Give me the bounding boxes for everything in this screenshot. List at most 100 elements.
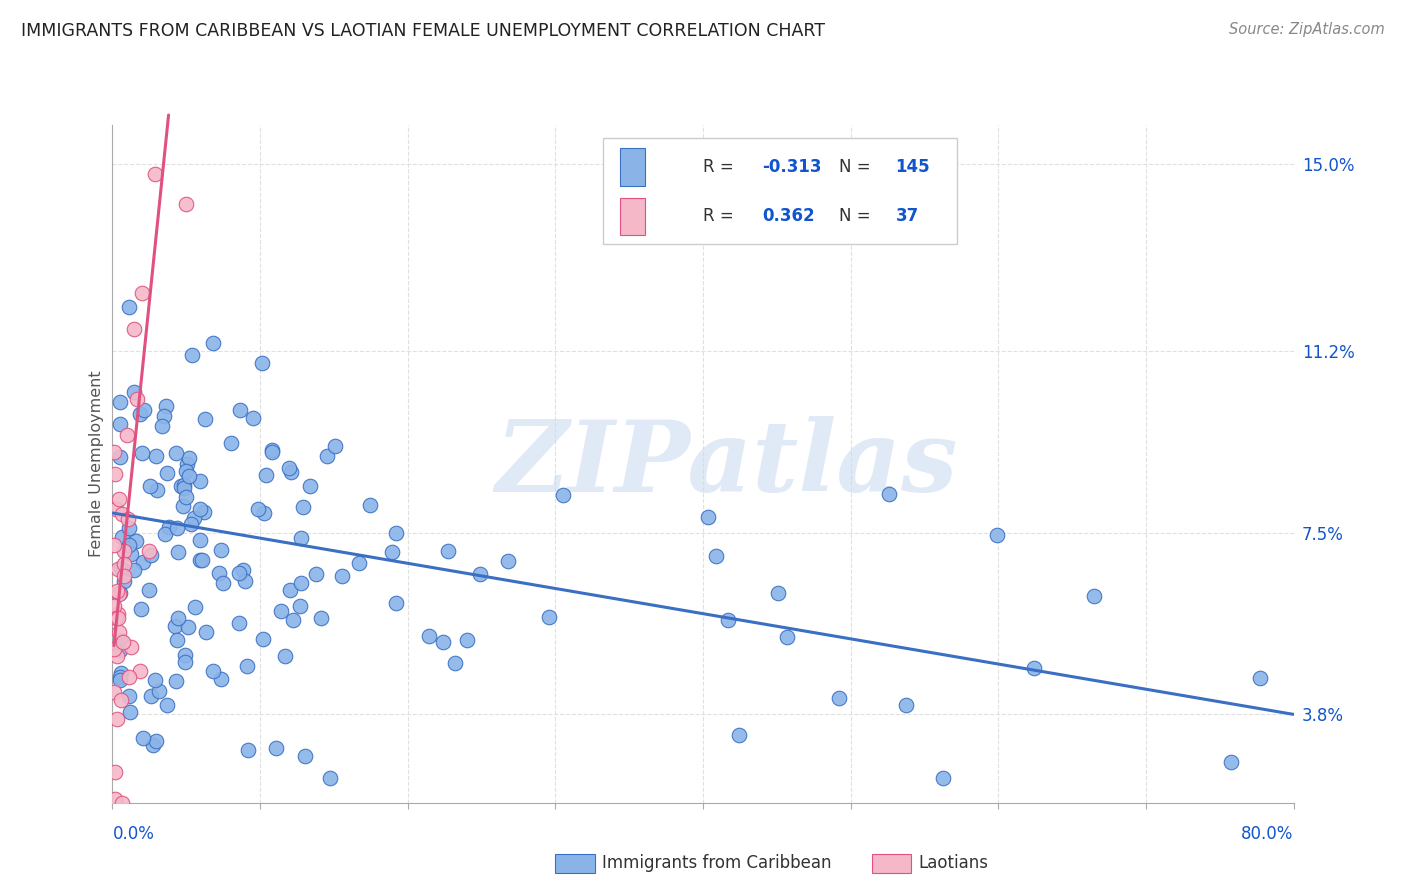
Point	[254, 467, 277, 482]
Point	[384, 596, 406, 610]
Point	[270, 604, 292, 618]
Text: IMMIGRANTS FROM CARIBBEAN VS LAOTIAN FEMALE UNEMPLOYMENT CORRELATION CHART: IMMIGRANTS FROM CARIBBEAN VS LAOTIAN FEM…	[21, 22, 825, 40]
Point	[456, 632, 478, 647]
Y-axis label: Female Unemployment: Female Unemployment	[89, 370, 104, 558]
Text: ZIPatlas: ZIPatlas	[495, 416, 957, 512]
Point	[156, 698, 179, 712]
Point	[173, 481, 195, 495]
Point	[103, 538, 125, 552]
Point	[174, 490, 197, 504]
Point	[110, 666, 132, 681]
Point	[142, 738, 165, 752]
Point	[105, 584, 128, 599]
Point	[188, 553, 211, 567]
Point	[108, 395, 131, 409]
Point	[118, 521, 141, 535]
Bar	[620, 148, 645, 186]
Point	[110, 692, 132, 706]
Point	[188, 533, 211, 548]
Point	[242, 411, 264, 425]
Point	[129, 602, 152, 616]
Point	[177, 468, 200, 483]
Point	[319, 771, 342, 785]
Point	[107, 562, 129, 576]
Point	[153, 409, 176, 423]
Point	[166, 520, 188, 534]
Point	[165, 619, 187, 633]
Point	[111, 796, 134, 810]
Point	[129, 665, 152, 679]
Point	[174, 648, 197, 662]
Point	[104, 502, 127, 516]
Point	[107, 607, 129, 621]
Point	[359, 498, 381, 512]
Point	[183, 511, 205, 525]
Point	[145, 734, 167, 748]
Point	[111, 530, 134, 544]
Point	[103, 684, 125, 698]
Point	[498, 554, 520, 568]
Point	[174, 197, 197, 211]
Point	[537, 610, 560, 624]
Point	[139, 689, 162, 703]
Point	[104, 791, 127, 805]
Point	[294, 749, 316, 764]
Point	[174, 464, 197, 478]
Point	[173, 478, 195, 492]
Point	[111, 507, 134, 521]
Point	[131, 446, 153, 460]
Text: 80.0%: 80.0%	[1241, 825, 1294, 843]
Point	[111, 635, 134, 649]
Point	[305, 566, 328, 581]
Point	[131, 286, 153, 301]
Point	[290, 532, 312, 546]
Point	[262, 443, 284, 458]
Point	[120, 548, 142, 562]
Point	[179, 450, 201, 465]
Point	[108, 586, 131, 600]
Point	[176, 457, 198, 471]
Point	[280, 583, 302, 598]
Point	[104, 765, 127, 780]
Text: R =: R =	[703, 158, 740, 176]
Point	[221, 435, 243, 450]
Point	[174, 655, 197, 669]
Point	[877, 487, 900, 501]
Point	[122, 322, 145, 336]
Point	[233, 574, 256, 589]
Point	[108, 624, 131, 639]
Point	[193, 411, 215, 425]
Point	[118, 690, 141, 704]
Point	[143, 167, 166, 181]
Point	[110, 561, 132, 575]
Point	[103, 445, 125, 459]
Point	[986, 527, 1008, 541]
Point	[931, 771, 953, 785]
Point	[228, 566, 250, 580]
Point	[727, 728, 749, 742]
Point	[191, 553, 214, 567]
Point	[212, 575, 235, 590]
Point	[118, 706, 141, 720]
Point	[125, 392, 148, 407]
Point	[262, 444, 284, 458]
Point	[444, 657, 467, 671]
Point	[252, 632, 274, 647]
Point	[112, 544, 135, 558]
Text: 37: 37	[896, 208, 918, 226]
Point	[132, 731, 155, 745]
Point	[183, 600, 205, 615]
Text: 145: 145	[896, 158, 931, 176]
Text: N =: N =	[839, 158, 876, 176]
Text: Source: ZipAtlas.com: Source: ZipAtlas.com	[1229, 22, 1385, 37]
Point	[107, 611, 129, 625]
Point	[108, 587, 131, 601]
Point	[108, 491, 131, 506]
Point	[132, 555, 155, 569]
Point	[323, 439, 346, 453]
Point	[437, 543, 460, 558]
Point	[418, 629, 440, 643]
Point	[143, 673, 166, 687]
Point	[155, 399, 177, 413]
Point	[104, 610, 127, 624]
